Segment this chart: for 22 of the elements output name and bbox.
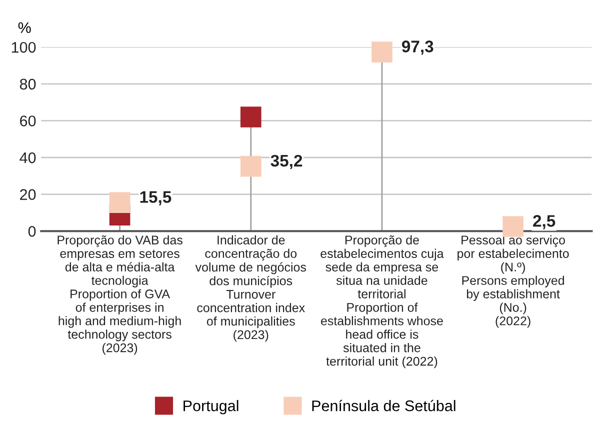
y-tick-label: 20 <box>20 189 36 200</box>
data-label: 97,3 <box>402 40 434 55</box>
x-tick-label: Indicador de concentração do volume de negócios dos municípios Turnover concentration index of municipalities (2023) <box>195 235 306 342</box>
category-label: Proporção do VAB das empresas em setores de alta e média-alta tecnologia Proportion of GVA of enterprises in high and medium-high technology sectors (2023) <box>58 235 182 355</box>
legend-label: Portugal <box>184 400 238 414</box>
point <box>240 106 262 128</box>
point <box>240 156 262 177</box>
data-label: 35,2 <box>270 154 302 170</box>
y-tick-label: 80 <box>20 78 36 90</box>
data-label: 2,5 <box>533 215 556 230</box>
y-axis-title: % <box>18 22 31 33</box>
y-tick-label: 60 <box>20 116 36 126</box>
y-tick-label: 0 <box>28 226 36 237</box>
y-tick-label: 40 <box>20 152 36 164</box>
x-tick-label: Pessoal ao serviço por estabelecimento (N.º) Persons employed by establishment (No.) (2022) <box>458 235 569 328</box>
legend-label: Península de Setúbal <box>312 400 456 412</box>
category-label: Proporção de estabelecimentos cuja sede da empresa se situa na unidade territorial Proportion of establishments whose head office is situated in the territorial unit (2022) <box>320 235 444 368</box>
y-tick-label: 100 <box>12 42 36 53</box>
point <box>109 192 130 214</box>
point <box>502 216 524 237</box>
data-label: 15,5 <box>140 191 172 206</box>
point <box>372 42 392 62</box>
